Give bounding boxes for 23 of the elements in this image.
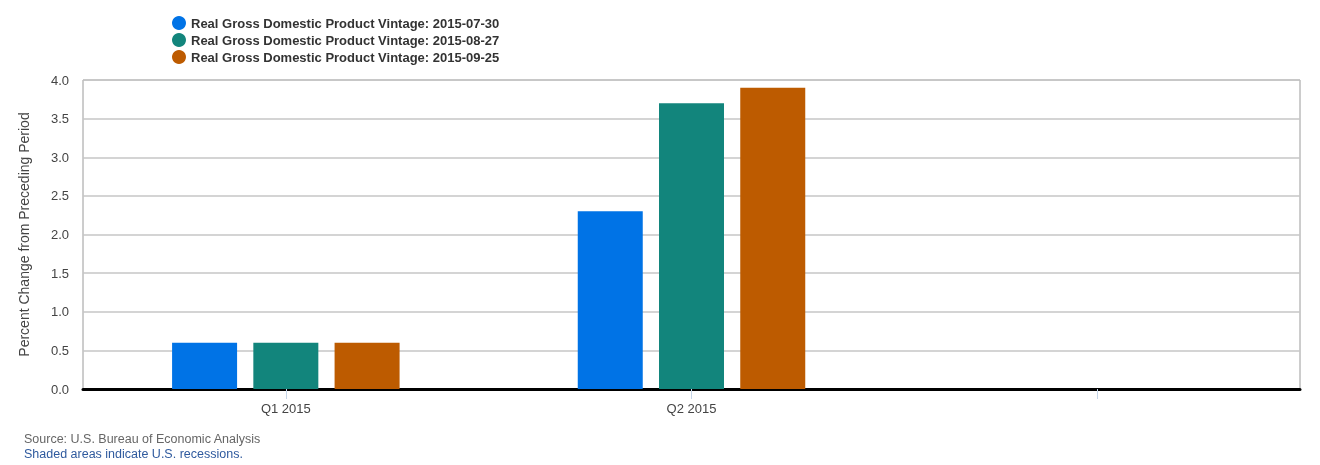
bar bbox=[740, 87, 806, 389]
legend-label: Real Gross Domestic Product Vintage: 2015-07-30 bbox=[191, 15, 500, 31]
x-tick-label: Q2 2015 bbox=[666, 401, 717, 416]
y-tick-label: 3.0 bbox=[50, 149, 69, 165]
x-tick-label: Q1 2015 bbox=[260, 401, 311, 416]
bar bbox=[253, 342, 319, 389]
y-axis-title: Percent Change from Preceding Period bbox=[16, 112, 32, 357]
y-tick-label: 1.0 bbox=[50, 304, 69, 320]
source-note: Source: U.S. Bureau of Economic Analysis bbox=[24, 431, 261, 446]
y-tick-label: 0.5 bbox=[50, 342, 69, 358]
y-tick-label: 4.0 bbox=[50, 72, 69, 88]
y-tick-label: 2.5 bbox=[50, 188, 69, 204]
text: Shaded areas indicate U.S. recessions. bbox=[24, 446, 243, 461]
y-tick-label: 0.0 bbox=[50, 381, 69, 397]
bar bbox=[334, 342, 400, 389]
y-tick-label: 2.0 bbox=[50, 227, 69, 242]
bar bbox=[577, 211, 643, 389]
bar bbox=[659, 103, 724, 389]
y-tick-label: 3.5 bbox=[50, 111, 69, 127]
bar bbox=[172, 342, 238, 389]
y-tick-label: 1.5 bbox=[50, 265, 69, 281]
legend-label: Real Gross Domestic Product Vintage: 2015-08-27 bbox=[191, 32, 500, 48]
legend-label: Real Gross Domestic Product Vintage: 2015-09-25 bbox=[191, 49, 500, 65]
